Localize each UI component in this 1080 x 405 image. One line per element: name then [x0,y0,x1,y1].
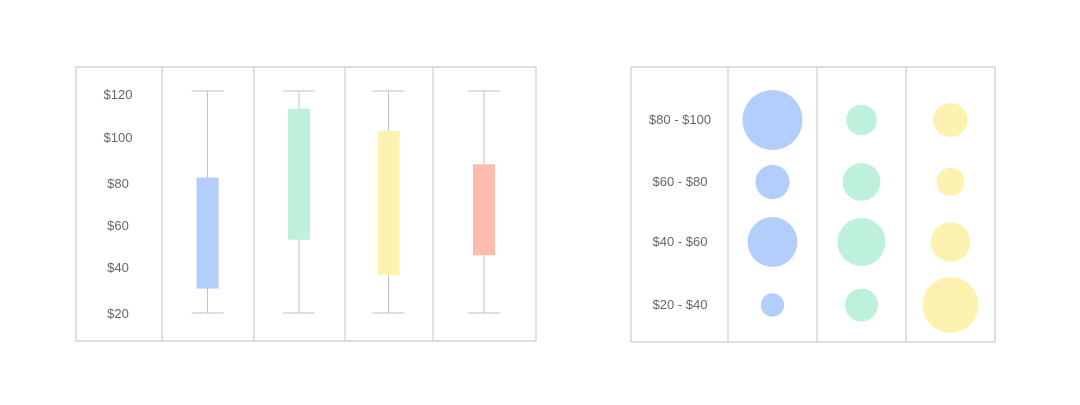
row-label: $40 - $60 [653,234,708,249]
bubble [930,222,971,262]
row-label: $60 - $80 [653,174,708,189]
box-body [288,108,310,240]
bubble [936,167,965,197]
y-tick-label: $60 [107,218,129,233]
y-tick-label: $100 [104,130,133,145]
bubble [933,102,968,138]
y-tick-label: $20 [107,306,129,321]
box-body [196,177,219,289]
box-plot-chart: $120 $100 $80 $60 $40 $20 [75,66,537,342]
bubble [842,163,881,201]
y-tick-label: $40 [107,260,129,275]
row-label: $80 - $100 [649,112,711,127]
bubble [755,164,790,200]
y-tick-label: $120 [104,87,133,102]
box-body [473,164,495,256]
bubble-chart-frame [630,66,996,343]
bubble [845,288,878,322]
bubble [922,277,979,333]
box-chart-frame [75,66,537,342]
bubble-grid-chart: $80 - $100 $60 - $80 $40 - $60 $20 - $40 [630,66,996,343]
bubble [846,104,877,136]
bubble [837,218,886,266]
bubble [742,90,803,150]
bubble [747,217,798,267]
bubble [760,293,785,317]
y-tick-label: $80 [107,176,129,191]
box-body [377,130,400,276]
row-label: $20 - $40 [653,297,708,312]
